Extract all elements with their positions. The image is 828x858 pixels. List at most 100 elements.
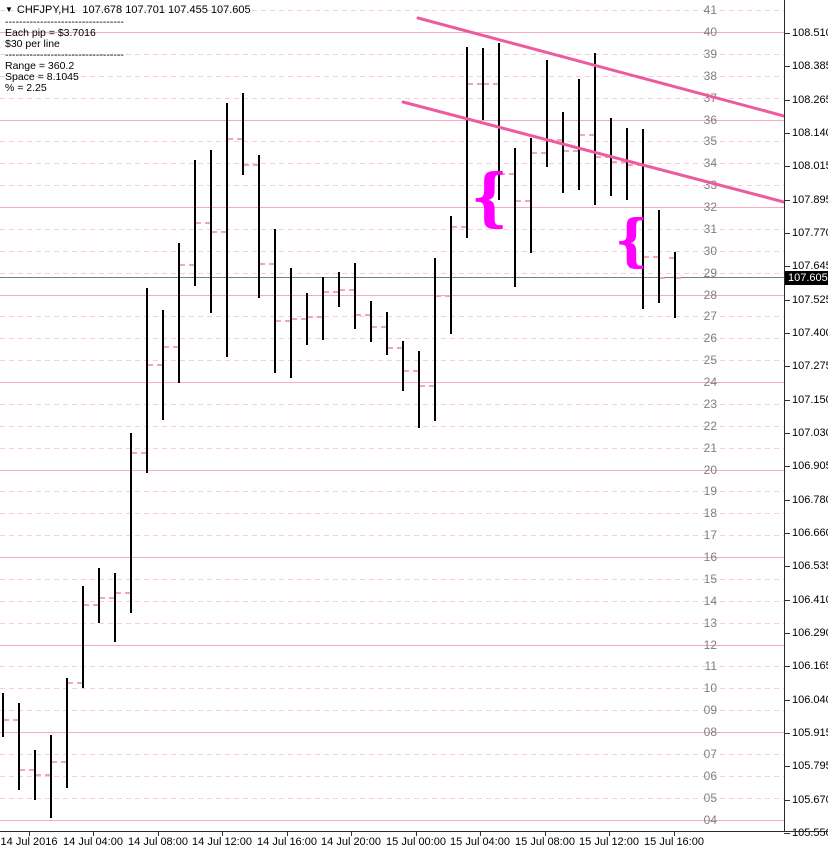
grid-line (0, 645, 784, 646)
price-tick-mark (784, 700, 790, 701)
price-tick-label: 105.670 (792, 794, 828, 806)
ohlc-bar[interactable] (594, 53, 596, 205)
ohlc-bar[interactable] (402, 341, 404, 391)
price-tick-mark (784, 366, 790, 367)
ohlc-bar[interactable] (290, 268, 292, 378)
ohlc-bar[interactable] (50, 735, 52, 818)
ohlc-bar[interactable] (258, 155, 260, 298)
brace-annotation[interactable]: { (471, 160, 508, 235)
ohlc-bar[interactable] (562, 112, 564, 193)
close-tick (4, 719, 9, 721)
percent-label: % = 2.25 (5, 82, 47, 94)
open-tick (349, 289, 354, 291)
ohlc-bar[interactable] (514, 148, 516, 287)
grid-line (0, 76, 784, 77)
open-tick (45, 774, 50, 776)
ohlc-bar[interactable] (610, 118, 612, 196)
line-number: 27 (703, 309, 717, 323)
close-tick (516, 200, 521, 202)
close-tick (676, 277, 681, 279)
grid-line (0, 688, 784, 689)
ohlc-bar[interactable] (642, 129, 644, 309)
line-number: 38 (703, 69, 717, 83)
time-tick-mark (351, 832, 352, 836)
ohlc-bar[interactable] (2, 693, 4, 737)
price-tick-label: 105.550 (792, 827, 828, 839)
ohlc-bar[interactable] (434, 258, 436, 421)
price-axis[interactable]: 108.510 108.385 108.265 108.140 108.015 107.8… (785, 0, 828, 839)
close-tick (420, 385, 425, 387)
close-tick (660, 277, 665, 279)
current-price-badge: 107.605 (785, 271, 828, 285)
open-tick (189, 264, 194, 266)
ohlc-bar[interactable] (34, 750, 36, 800)
open-tick (493, 83, 498, 85)
ohlc-bar[interactable] (370, 301, 372, 342)
ohlc-bar[interactable] (226, 103, 228, 357)
close-tick (532, 152, 537, 154)
open-tick (445, 295, 450, 297)
time-tick-mark (416, 832, 417, 836)
ohlc-bar[interactable] (546, 60, 548, 167)
ohlc-bar[interactable] (162, 310, 164, 420)
time-tick-label: 14 Jul 08:00 (128, 836, 188, 848)
close-tick (68, 682, 73, 684)
grid-line (0, 382, 784, 383)
price-tick-mark (784, 633, 790, 634)
line-number: 36 (703, 113, 717, 127)
time-tick-label: 14 Jul 12:00 (192, 836, 252, 848)
indicator-collapse-icon[interactable]: ▼ (5, 5, 13, 14)
ohlc-bar[interactable] (658, 210, 660, 303)
ohlc-bar[interactable] (242, 93, 244, 175)
close-tick (260, 263, 265, 265)
open-tick (381, 326, 386, 328)
ohlc-bar[interactable] (354, 263, 356, 329)
ohlc-bar[interactable] (386, 312, 388, 355)
close-tick (388, 347, 393, 349)
ohlc-bar[interactable] (82, 586, 84, 688)
ohlc-bar[interactable] (114, 573, 116, 642)
ohlc-bar[interactable] (178, 243, 180, 383)
price-tick-label: 108.510 (792, 27, 828, 39)
ohlc-bar[interactable] (418, 351, 420, 428)
ohlc-bar[interactable] (450, 216, 452, 334)
ohlc-bar[interactable] (210, 150, 212, 313)
ohlc-bar[interactable] (274, 229, 276, 373)
time-tick-mark (222, 832, 223, 836)
grid-line (0, 798, 784, 799)
grid-line (0, 295, 784, 296)
open-tick (637, 164, 642, 166)
price-tick-mark (784, 833, 790, 834)
close-tick (132, 452, 137, 454)
price-tick-label: 106.905 (792, 460, 828, 472)
ohlc-bar[interactable] (466, 47, 468, 238)
line-number: 09 (703, 703, 717, 717)
ohlc-bar[interactable] (130, 433, 132, 613)
line-number: 28 (703, 288, 717, 302)
price-tick-mark (784, 66, 790, 67)
ohlc-bar[interactable] (98, 568, 100, 623)
ohlc-bar[interactable] (194, 160, 196, 286)
open-tick (253, 164, 258, 166)
ohlc-bar[interactable] (306, 293, 308, 345)
close-tick (356, 314, 361, 316)
open-tick (13, 719, 18, 721)
line-number: 10 (703, 681, 717, 695)
brace-annotation[interactable]: { (615, 207, 648, 274)
line-number: 29 (703, 266, 717, 280)
ohlc-bar[interactable] (322, 277, 324, 340)
time-tick-mark (29, 832, 30, 836)
price-tick-mark (784, 400, 790, 401)
ohlc-bar[interactable] (674, 252, 676, 318)
ohlc-bar[interactable] (146, 288, 148, 473)
ohlc-bar[interactable] (530, 138, 532, 253)
chart-plot-area[interactable]: 41 40 39 38 37 36 35 34 33 32 31 30 29 28 27 26 25 24 23 22… (0, 0, 784, 831)
line-number: 17 (703, 528, 717, 542)
time-axis[interactable]: 14 Jul 2016 14 Jul 04:00 14 Jul 08:00 14 Ju… (0, 832, 828, 858)
ohlc-bar[interactable] (338, 272, 340, 307)
price-tick-label: 107.770 (792, 227, 828, 239)
ohlc-bar[interactable] (66, 678, 68, 788)
grid-line (0, 185, 784, 186)
close-tick (196, 222, 201, 224)
ohlc-bar[interactable] (18, 703, 20, 790)
